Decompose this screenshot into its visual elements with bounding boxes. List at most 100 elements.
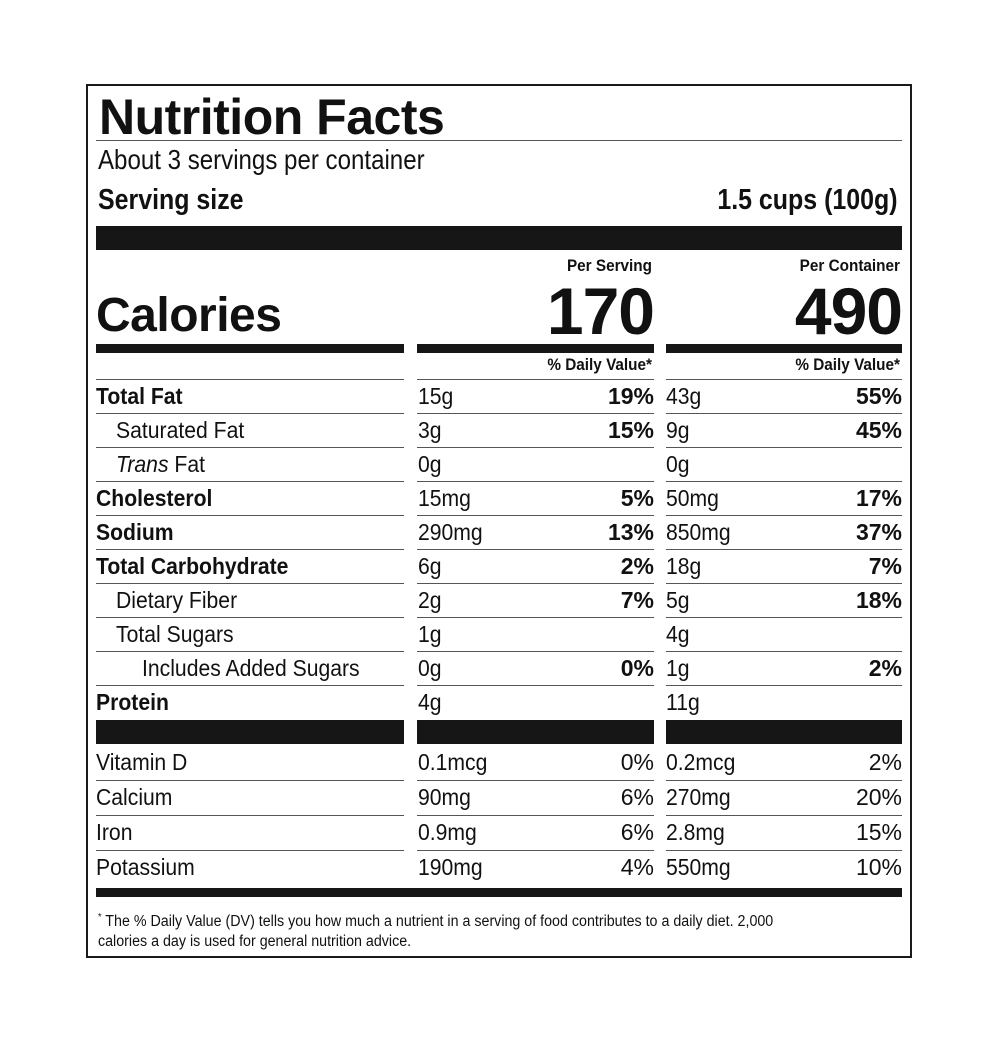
container-daily-value: 55% bbox=[855, 383, 902, 409]
container-amount: 2.8mg bbox=[666, 819, 725, 845]
row-divider bbox=[96, 583, 404, 584]
row-divider bbox=[666, 481, 902, 482]
vitamin-name: Iron bbox=[96, 819, 133, 845]
nutrient-name: Saturated Fat bbox=[116, 417, 245, 443]
calories-per-container: 490 bbox=[794, 274, 903, 348]
row-divider bbox=[96, 780, 404, 781]
footnote: * The % Daily Value (DV) tells you how m… bbox=[98, 908, 825, 952]
vitamin-bar-name bbox=[96, 720, 404, 744]
row-divider bbox=[96, 515, 404, 516]
serving-daily-value: 6% bbox=[620, 784, 654, 810]
serving-daily-value: 15% bbox=[607, 417, 654, 443]
vitamin-name: Potassium bbox=[96, 854, 195, 880]
serving-amount: 15g bbox=[418, 383, 454, 409]
serving-daily-value: 19% bbox=[607, 383, 654, 409]
row-divider bbox=[666, 815, 902, 816]
serving-daily-value: 2% bbox=[620, 553, 654, 579]
calories-bar-serving bbox=[417, 344, 654, 353]
nutrient-name: Dietary Fiber bbox=[116, 587, 238, 613]
row-divider bbox=[666, 515, 902, 516]
serving-amount: 3g bbox=[418, 417, 442, 443]
vitamin-name: Calcium bbox=[96, 784, 173, 810]
row-divider bbox=[666, 379, 902, 380]
serving-daily-value: 6% bbox=[620, 819, 654, 845]
vitamin-bar-container bbox=[666, 720, 902, 744]
container-amount: 43g bbox=[666, 383, 702, 409]
nutrient-name: Total Sugars bbox=[116, 621, 234, 647]
vitamin-row: Iron 0.9mg 6% 2.8mg 15% bbox=[88, 816, 914, 851]
serving-daily-value: 13% bbox=[607, 519, 654, 545]
serving-amount: 2g bbox=[418, 587, 442, 613]
per-container-header: Per Container bbox=[799, 256, 900, 275]
nutrient-row: Protein 4g 11g bbox=[88, 686, 914, 720]
footnote-text: The % Daily Value (DV) tells you how muc… bbox=[98, 913, 774, 951]
serving-daily-value: 4% bbox=[620, 854, 654, 880]
nutrient-row: Sodium 290mg 13% 850mg 37% bbox=[88, 516, 914, 550]
thick-divider bbox=[96, 226, 902, 250]
nutrient-name: Trans Fat bbox=[116, 451, 205, 477]
row-divider bbox=[666, 583, 902, 584]
container-daily-value: 10% bbox=[855, 854, 902, 880]
container-amount: 5g bbox=[666, 587, 690, 613]
container-amount: 270mg bbox=[666, 784, 731, 810]
serving-amount: 6g bbox=[418, 553, 442, 579]
serving-daily-value: 5% bbox=[620, 485, 654, 511]
container-daily-value: 15% bbox=[855, 819, 902, 845]
calories-bar-name bbox=[96, 344, 404, 353]
serving-size-label: Serving size bbox=[98, 184, 244, 216]
footnote-bar bbox=[96, 888, 902, 897]
container-amount: 1g bbox=[666, 655, 690, 681]
row-divider bbox=[666, 685, 902, 686]
row-divider bbox=[666, 617, 902, 618]
nutrient-row: Dietary Fiber 2g 7% 5g 18% bbox=[88, 584, 914, 618]
serving-amount: 4g bbox=[418, 689, 442, 715]
nutrient-row: Cholesterol 15mg 5% 50mg 17% bbox=[88, 482, 914, 516]
row-divider bbox=[96, 685, 404, 686]
serving-amount: 0g bbox=[418, 655, 442, 681]
nutrition-facts-label: Nutrition Facts About 3 servings per con… bbox=[86, 84, 912, 958]
nutrient-name: Total Fat bbox=[96, 383, 183, 409]
nutrient-name: Protein bbox=[96, 689, 169, 715]
row-divider bbox=[417, 549, 654, 550]
serving-amount: 290mg bbox=[418, 519, 483, 545]
serving-amount: 190mg bbox=[418, 854, 483, 880]
container-daily-value: 18% bbox=[855, 587, 902, 613]
per-serving-header: Per Serving bbox=[566, 256, 652, 275]
vitamin-row: Vitamin D 0.1mcg 0% 0.2mcg 2% bbox=[88, 746, 914, 781]
serving-amount: 0.9mg bbox=[418, 819, 477, 845]
serving-amount: 0g bbox=[418, 451, 442, 477]
calories-bar-container bbox=[666, 344, 902, 353]
divider bbox=[96, 140, 902, 141]
row-divider bbox=[666, 413, 902, 414]
nutrient-row: Total Fat 15g 19% 43g 55% bbox=[88, 380, 914, 414]
container-amount: 11g bbox=[666, 689, 700, 715]
footnote-marker: * bbox=[98, 912, 102, 923]
servings-per-container: About 3 servings per container bbox=[98, 144, 425, 175]
calories-label: Calories bbox=[96, 289, 282, 342]
nutrient-row: Trans Fat 0g 0g bbox=[88, 448, 914, 482]
calories-per-serving: 170 bbox=[546, 274, 655, 348]
container-daily-value: 2% bbox=[868, 749, 902, 775]
row-divider bbox=[417, 780, 654, 781]
serving-daily-value: 0% bbox=[620, 749, 654, 775]
row-divider bbox=[666, 850, 902, 851]
row-divider bbox=[417, 515, 654, 516]
row-divider bbox=[417, 815, 654, 816]
row-divider bbox=[96, 549, 404, 550]
row-divider bbox=[96, 379, 404, 380]
row-divider bbox=[96, 447, 404, 448]
container-daily-value: 17% bbox=[855, 485, 902, 511]
row-divider bbox=[666, 549, 902, 550]
serving-daily-value: 7% bbox=[620, 587, 654, 613]
row-divider bbox=[96, 617, 404, 618]
row-divider bbox=[417, 850, 654, 851]
serving-amount: 90mg bbox=[418, 784, 471, 810]
row-divider bbox=[417, 651, 654, 652]
row-divider bbox=[666, 651, 902, 652]
row-divider bbox=[96, 651, 404, 652]
container-amount: 9g bbox=[666, 417, 690, 443]
row-divider bbox=[96, 815, 404, 816]
row-divider bbox=[666, 780, 902, 781]
row-divider bbox=[417, 413, 654, 414]
nutrient-row: Total Sugars 1g 4g bbox=[88, 618, 914, 652]
